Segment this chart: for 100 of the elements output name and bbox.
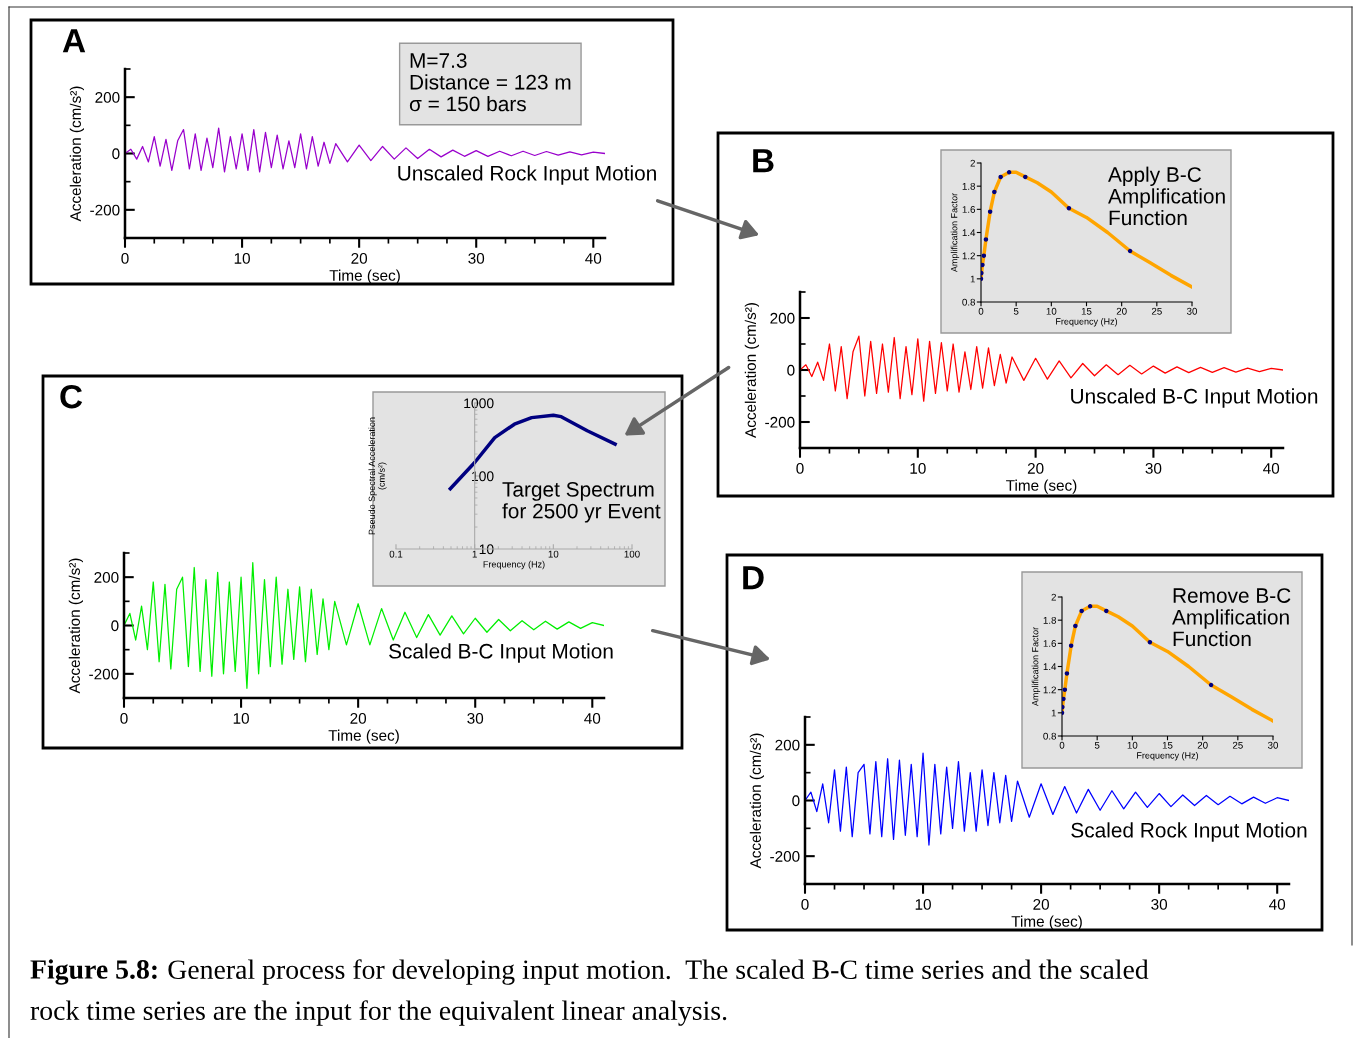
y-tick-label: 0 bbox=[787, 364, 795, 376]
text: General process for developing input motion. The scaled B-C time series and the scaled bbox=[168, 959, 1149, 985]
x-tick-label: 20 bbox=[1027, 462, 1044, 474]
y-tick-label: 1.4 bbox=[1043, 663, 1057, 671]
point bbox=[998, 174, 1003, 180]
x-tick-label: 10 bbox=[548, 550, 559, 558]
x-tick-label: 30 bbox=[1186, 307, 1198, 315]
y-axis-title: Acceleration (cm/s²) bbox=[744, 303, 759, 438]
x-tick-label: 0.1 bbox=[389, 550, 403, 558]
x-tick-label: 40 bbox=[584, 712, 601, 724]
x-tick-label: 40 bbox=[585, 252, 602, 264]
text: rock time series are the input for the equivalent linear analysis. bbox=[30, 1000, 727, 1026]
x-axis-title: Frequency (Hz) bbox=[1137, 752, 1199, 761]
x-tick-label: 5 bbox=[1094, 741, 1100, 749]
y-tick-label: 1.6 bbox=[962, 206, 976, 213]
y-tick-label: -200 bbox=[89, 668, 119, 680]
x-axis-title: Time (sec) bbox=[329, 269, 400, 284]
y-axis-title: Acceleration (cm/s²) bbox=[68, 558, 83, 694]
point bbox=[981, 253, 987, 258]
point bbox=[1104, 608, 1109, 614]
y-axis-title: Acceleration (cm/s²) bbox=[69, 86, 84, 222]
chart-title: A bbox=[62, 29, 86, 53]
x-tick-label: 30 bbox=[467, 712, 484, 724]
x-tick-label: 5 bbox=[1013, 307, 1019, 315]
x-tick-label: 10 bbox=[915, 898, 931, 910]
x-axis-title: Time (sec) bbox=[1006, 479, 1077, 494]
x-tick-label: 0 bbox=[120, 712, 128, 724]
y-tick-label: 1.8 bbox=[962, 182, 976, 190]
x-tick-label: 100 bbox=[624, 550, 640, 558]
point bbox=[1062, 696, 1066, 702]
caption: Figure 5.8: bbox=[30, 959, 157, 985]
y-tick-label: 1 bbox=[970, 275, 975, 283]
y-tick-label: 0.8 bbox=[1043, 732, 1057, 740]
annotation: Unscaled B-C Input Motion bbox=[1071, 388, 1318, 408]
x-tick-label: 10 bbox=[233, 712, 249, 724]
x-tick-label: 30 bbox=[1145, 462, 1162, 474]
point bbox=[1147, 639, 1153, 645]
x-tick-label: 20 bbox=[351, 252, 368, 264]
y-tick-label: 0 bbox=[112, 148, 120, 160]
chart-title: C bbox=[60, 384, 83, 409]
x-tick-label: 25 bbox=[1232, 741, 1243, 749]
x-tick-label: 20 bbox=[1197, 741, 1208, 749]
y-tick-label: -200 bbox=[765, 416, 795, 428]
y-axis-title: Amplification Factor bbox=[950, 193, 960, 273]
y-tick-label: 2 bbox=[1051, 593, 1056, 601]
x-tick-label: 20 bbox=[1033, 898, 1049, 910]
y-tick-label: -200 bbox=[90, 204, 120, 216]
x-tick-label: 20 bbox=[350, 712, 367, 724]
annotation: Unscaled Rock Input Motion bbox=[398, 165, 656, 185]
point bbox=[1068, 643, 1074, 648]
point bbox=[1006, 170, 1012, 175]
x-axis-title: Time (sec) bbox=[1011, 915, 1082, 930]
x-tick-label: 0 bbox=[1059, 741, 1065, 749]
y-tick-label: 0.8 bbox=[962, 298, 976, 306]
x-tick-label: 10 bbox=[1127, 741, 1138, 749]
annotation: Scaled Rock Input Motion bbox=[1071, 822, 1307, 842]
x-tick-label: 0 bbox=[121, 252, 129, 264]
x-axis-title: Frequency (Hz) bbox=[483, 560, 545, 570]
x-tick-label: 25 bbox=[1151, 307, 1162, 315]
x-tick-label: 0 bbox=[978, 307, 984, 315]
y-axis-title: Pseudo Spectral Acceleration (cm/s²) bbox=[368, 417, 387, 535]
y-tick-label: 2 bbox=[970, 159, 975, 167]
y-tick-label: 200 bbox=[95, 92, 120, 103]
y-tick-label: 1.4 bbox=[962, 229, 976, 237]
y-tick-label: 200 bbox=[775, 739, 800, 751]
x-tick-label: 30 bbox=[468, 252, 485, 264]
x-tick-label: 30 bbox=[1151, 898, 1168, 910]
y-axis-title: Amplification Factor bbox=[1031, 627, 1041, 707]
y-tick-label: 0 bbox=[792, 795, 800, 807]
x-tick-label: 0 bbox=[801, 898, 809, 910]
point bbox=[1127, 248, 1133, 254]
annotation: Remove B-C Amplification Function bbox=[1172, 588, 1291, 647]
y-tick-label: 1.2 bbox=[1043, 686, 1056, 694]
point bbox=[1208, 682, 1214, 688]
point bbox=[981, 262, 985, 268]
y-tick-label: -200 bbox=[770, 851, 800, 862]
y-tick-label: 100 bbox=[472, 471, 494, 482]
point bbox=[1087, 604, 1093, 609]
x-tick-label: 15 bbox=[1162, 741, 1173, 749]
point bbox=[1064, 671, 1070, 676]
annotation: Scaled B-C Input Motion bbox=[389, 643, 613, 663]
y-axis-title: Acceleration (cm/s²) bbox=[749, 733, 764, 869]
chart-title: D bbox=[743, 566, 764, 590]
y-tick-label: 1.2 bbox=[962, 252, 975, 260]
x-tick-label: 30 bbox=[1267, 741, 1279, 749]
y-tick-label: 1.8 bbox=[1043, 616, 1057, 624]
x-tick-label: 20 bbox=[1116, 307, 1127, 315]
point bbox=[1066, 205, 1072, 211]
point bbox=[992, 189, 997, 195]
point bbox=[1073, 623, 1078, 629]
y-tick-label: 1.6 bbox=[1043, 640, 1057, 647]
annotation: M=7.3 Distance = 123 m σ = 150 bars bbox=[409, 53, 571, 112]
x-axis-title: Frequency (Hz) bbox=[1056, 318, 1118, 327]
x-tick-label: 15 bbox=[1081, 307, 1092, 315]
chart-title: B bbox=[753, 149, 774, 173]
point bbox=[1062, 687, 1068, 692]
point bbox=[987, 209, 993, 214]
y-tick-label: 200 bbox=[94, 572, 119, 583]
y-tick-label: 200 bbox=[770, 312, 795, 324]
annotation: Apply B-C Amplification Function bbox=[1108, 166, 1225, 226]
